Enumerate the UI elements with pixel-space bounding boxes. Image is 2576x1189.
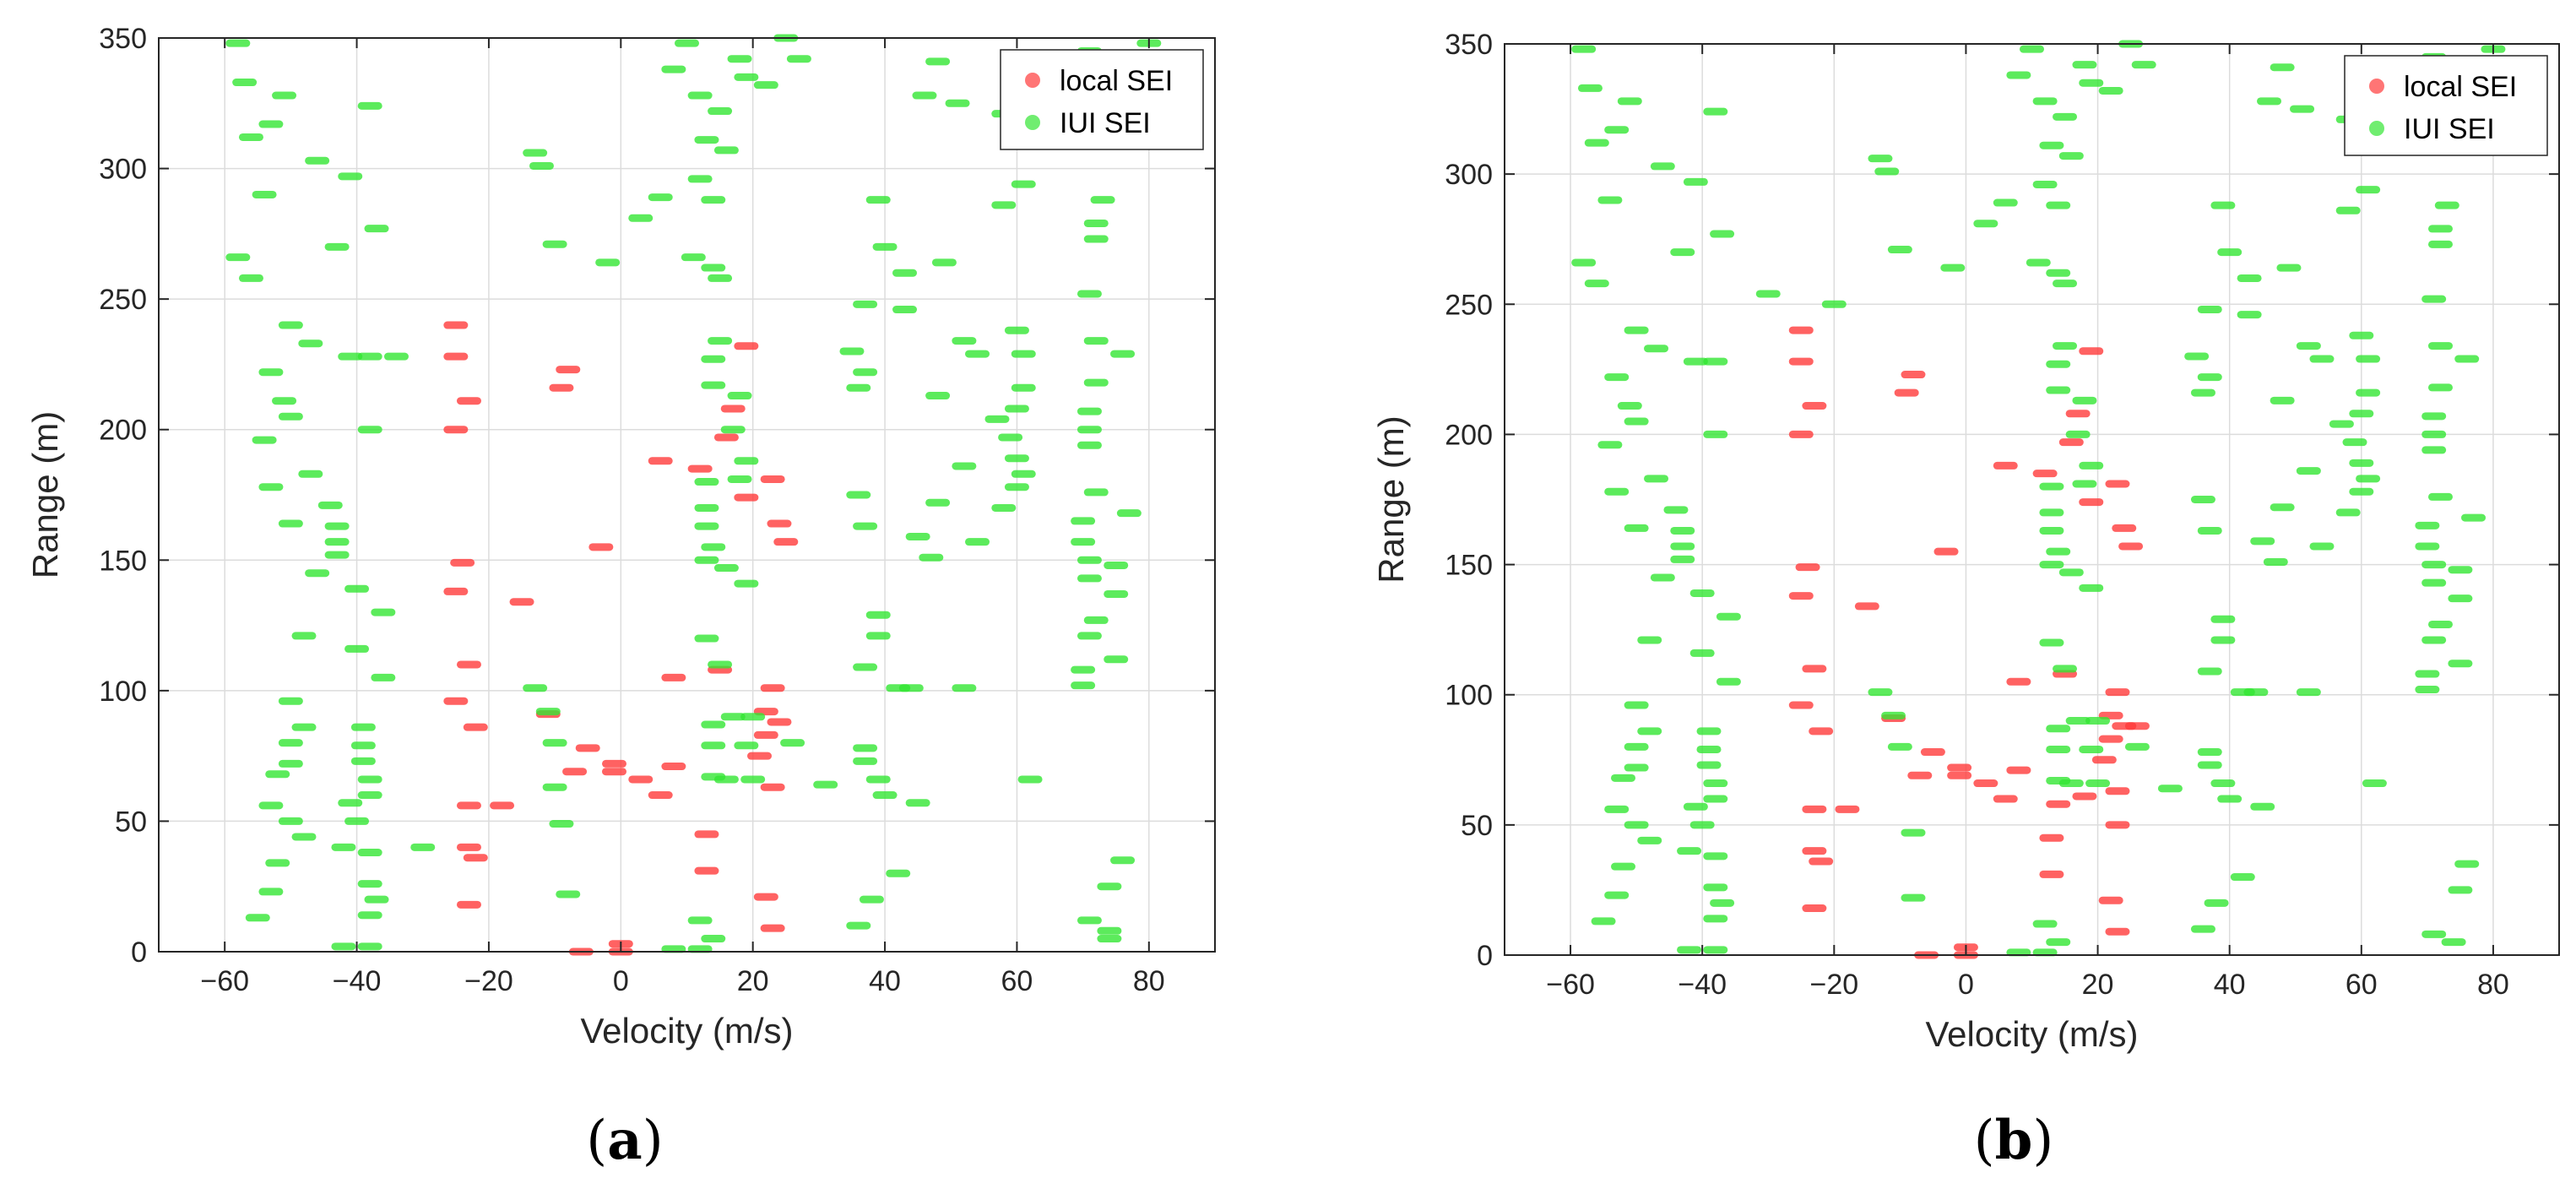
caption-paren-open: ( xyxy=(1974,1110,1995,1172)
y-tick-label: 150 xyxy=(1445,550,1493,582)
x-tick-label: 80 xyxy=(1133,965,1165,997)
y-tick-label: 350 xyxy=(1445,29,1493,61)
caption-paren-close: ) xyxy=(2032,1110,2053,1172)
x-tick-label: 0 xyxy=(613,965,629,997)
chart-panel-a: −60 −40 −20 0 20 40 60 80 0 50 100 150 200 250 300 350 V… xyxy=(25,23,1216,1172)
x-axis-label: Velocity (m/s) xyxy=(1925,1014,2138,1054)
y-tick-label: 150 xyxy=(99,545,147,577)
plot-area xyxy=(1505,44,2559,955)
subfigure-caption: (a) xyxy=(586,1109,663,1172)
y-tick-label: 300 xyxy=(99,154,147,186)
y-tick-label: 300 xyxy=(1445,159,1493,191)
caption-letter: a xyxy=(607,1109,642,1172)
y-tick-label: 350 xyxy=(99,23,147,55)
x-tick-label: 40 xyxy=(2214,969,2246,1001)
axes-frame xyxy=(158,37,1216,953)
y-tick-label: 50 xyxy=(1461,810,1493,842)
y-tick-label: 0 xyxy=(131,937,147,969)
chart-panel-b: −60 −40 −20 0 20 40 60 80 0 50 100 150 200 250 300 350 V… xyxy=(1371,29,2560,1172)
legend-box xyxy=(1000,49,1204,150)
y-tick-label: 100 xyxy=(99,676,147,708)
legend-box xyxy=(2344,55,2548,156)
legend-marker xyxy=(2369,121,2384,136)
x-tick-label: −60 xyxy=(1546,969,1595,1001)
caption-paren-open: ( xyxy=(586,1110,607,1172)
subfigure-caption: (b) xyxy=(1974,1109,2054,1172)
x-tick-label: −40 xyxy=(1678,969,1727,1001)
x-tick-label: 60 xyxy=(1001,965,1033,997)
y-tick-label: 200 xyxy=(1445,419,1493,451)
legend-marker xyxy=(1025,115,1040,130)
x-tick-label: −20 xyxy=(464,965,513,997)
legend-label: IUI SEI xyxy=(2404,113,2495,145)
x-tick-label: −20 xyxy=(1809,969,1858,1001)
plot-area xyxy=(159,38,1215,952)
caption-letter: b xyxy=(1995,1109,2033,1172)
y-tick-label: 250 xyxy=(1445,289,1493,321)
y-tick-label: 0 xyxy=(1477,940,1493,972)
y-tick-label: 250 xyxy=(99,284,147,316)
legend: local SEI IUI SEI xyxy=(1000,49,1204,150)
x-tick-label: 0 xyxy=(1958,969,1974,1001)
x-axis-label: Velocity (m/s) xyxy=(580,1011,793,1051)
y-tick-label: 50 xyxy=(115,806,147,838)
y-axis-label: Range (m) xyxy=(25,411,65,578)
x-tick-label: 40 xyxy=(869,965,901,997)
legend-marker xyxy=(1025,73,1040,88)
x-tick-label: −60 xyxy=(200,965,249,997)
legend-label: local SEI xyxy=(2404,71,2517,103)
series-iui-sei xyxy=(225,34,1162,953)
y-axis-label: Range (m) xyxy=(1371,415,1411,583)
caption-paren-close: ) xyxy=(643,1110,664,1172)
axes-frame xyxy=(1504,43,2560,956)
x-tick-label: 20 xyxy=(2082,969,2114,1001)
legend: local SEI IUI SEI xyxy=(2344,55,2548,156)
x-tick-label: 60 xyxy=(2346,969,2378,1001)
x-tick-label: 80 xyxy=(2477,969,2509,1001)
x-tick-label: −40 xyxy=(333,965,382,997)
x-tick-label: 20 xyxy=(737,965,769,997)
legend-label: IUI SEI xyxy=(1060,107,1151,139)
series-iui-sei xyxy=(1571,40,2506,957)
legend-label: local SEI xyxy=(1060,65,1173,97)
y-tick-label: 100 xyxy=(1445,680,1493,712)
y-tick-label: 200 xyxy=(99,415,147,447)
legend-marker xyxy=(2369,79,2384,94)
